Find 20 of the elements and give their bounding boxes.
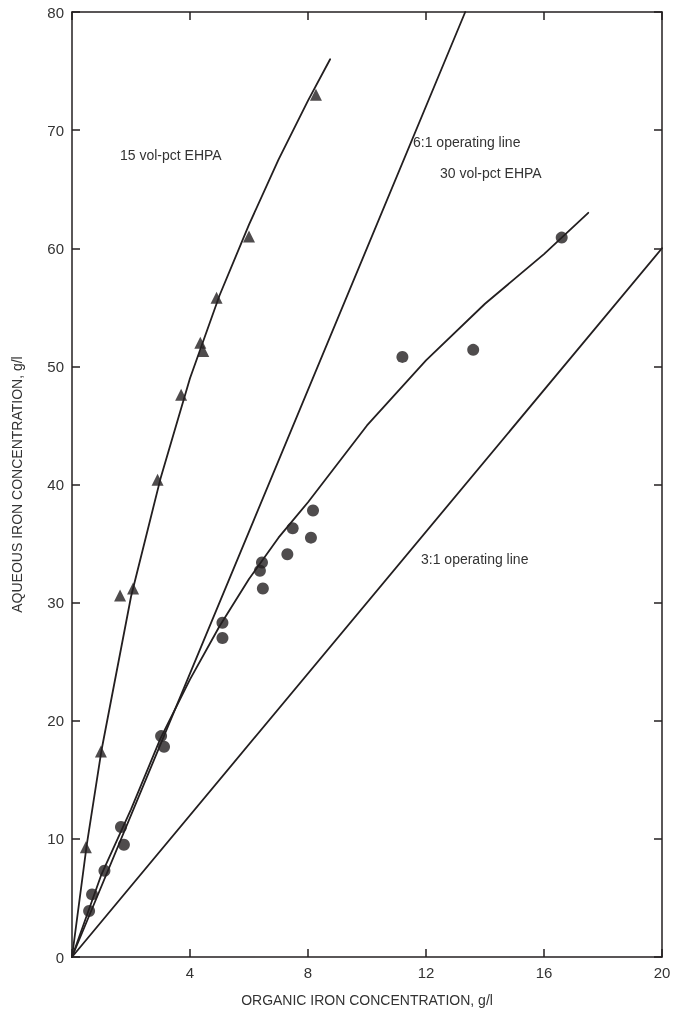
y-tick-label: 70	[47, 121, 64, 139]
y-tick-label: 30	[47, 594, 64, 612]
y-tick-label: 80	[47, 3, 64, 21]
annotation: 15 vol-pct EHPA	[120, 147, 223, 163]
annotation: 3:1 operating line	[421, 551, 529, 567]
y-tick-label: 10	[47, 830, 64, 848]
y-axis-title: AQUEOUS IRON CONCENTRATION, g/l	[9, 356, 25, 613]
x-tick-label: 8	[303, 964, 313, 981]
y-tick-label: 50	[47, 357, 64, 375]
annotation: 30 vol-pct EHPA	[440, 165, 543, 181]
y-tick-label: 0	[55, 948, 64, 966]
annotation: 6:1 operating line	[413, 134, 521, 150]
x-tick-label: 12	[417, 964, 435, 981]
y-tick-label: 20	[47, 712, 64, 730]
x-axis-title: ORGANIC IRON CONCENTRATION, g/l	[241, 992, 493, 1008]
x-tick-label: 4	[185, 964, 195, 981]
x-tick-label: 20	[653, 964, 671, 981]
x-tick-label: 16	[535, 964, 553, 981]
y-tick-label: 60	[47, 239, 64, 257]
y-tick-label: 40	[47, 476, 64, 493]
